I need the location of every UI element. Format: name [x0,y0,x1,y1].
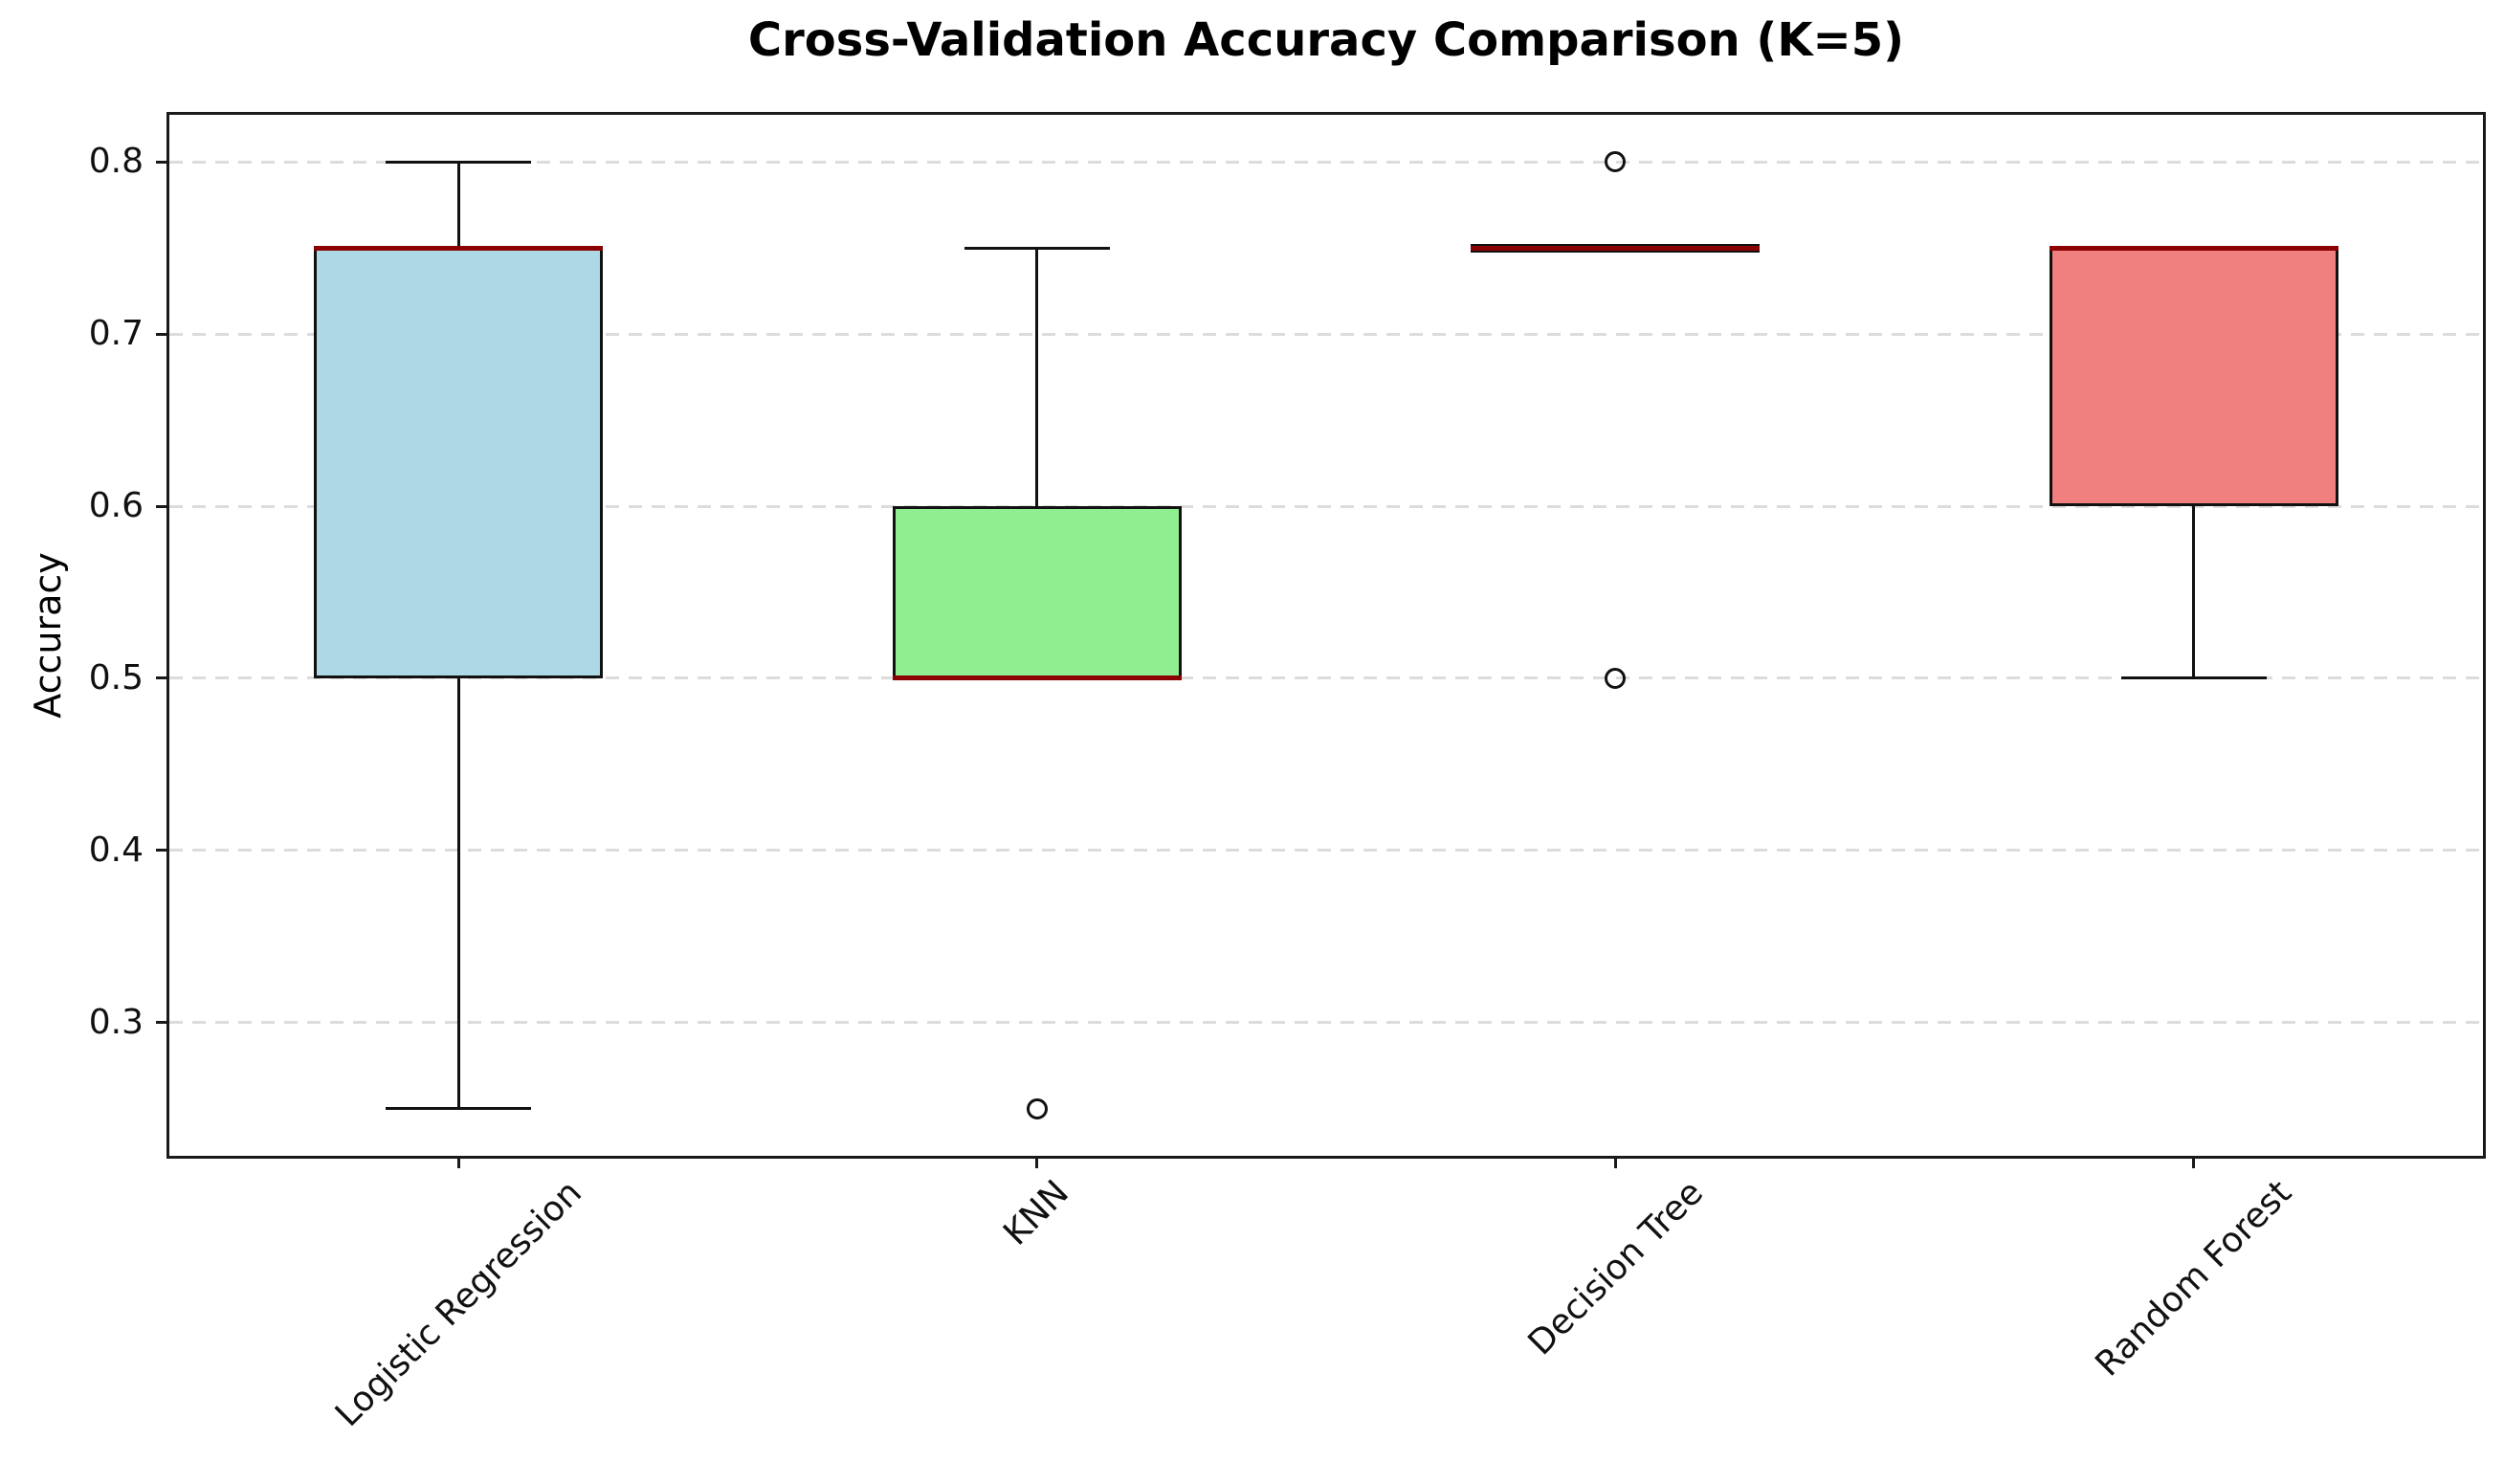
lower-whisker-cap [386,1107,532,1111]
x-tick-label: Logistic Regression [327,1173,589,1435]
outlier-point [1605,667,1627,689]
median-line [892,676,1182,681]
x-tick-mark [2192,1156,2196,1168]
upper-whisker-cap [386,160,532,164]
x-tick-mark [456,1156,460,1168]
y-tick-label: 0.4 [88,830,144,870]
x-tick-label: Random Forest [2088,1173,2300,1384]
gridline [169,504,2483,508]
y-tick-mark [156,849,169,853]
upper-whisker [1035,248,1039,507]
box [2049,248,2338,507]
x-tick-mark [1613,1156,1617,1168]
y-tick-mark [156,332,169,336]
lower-whisker-cap [2120,676,2267,680]
box [892,506,1182,678]
lower-whisker [2192,506,2196,678]
gridline [169,332,2483,336]
median-line [1471,245,1761,251]
box [314,248,604,678]
gridline [169,1021,2483,1025]
gridline [169,676,2483,680]
x-tick-label: KNN [996,1173,1077,1253]
lower-whisker [456,677,460,1109]
upper-whisker-cap [964,246,1110,250]
outlier-point [1026,1097,1048,1119]
y-tick-mark [156,676,169,680]
y-tick-label: 0.5 [88,657,144,698]
y-tick-mark [156,1021,169,1025]
upper-whisker [456,162,460,249]
x-tick-label: Decision Tree [1520,1173,1711,1363]
median-line [2049,245,2338,251]
outlier-point [1605,151,1627,173]
y-tick-mark [156,504,169,508]
x-tick-mark [1035,1156,1039,1168]
y-tick-label: 0.3 [88,1002,144,1042]
gridline [169,849,2483,853]
chart-title: Cross-Validation Accuracy Comparison (K=… [747,13,1905,67]
y-tick-mark [156,160,169,164]
gridline [169,160,2483,164]
median-line [314,245,604,251]
y-tick-label: 0.8 [88,142,144,182]
y-tick-label: 0.7 [88,314,144,354]
y-tick-label: 0.6 [88,486,144,526]
